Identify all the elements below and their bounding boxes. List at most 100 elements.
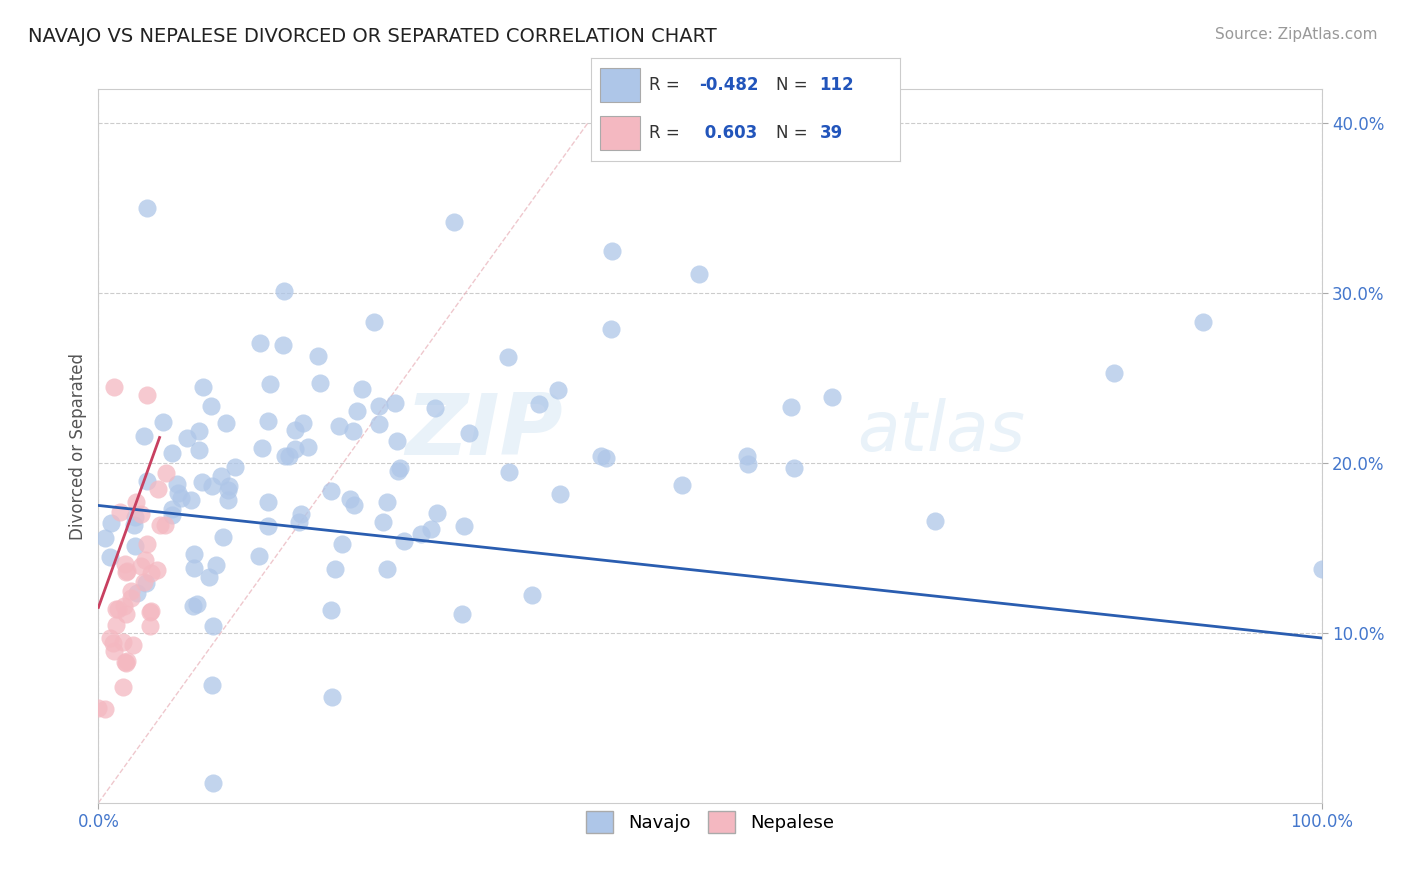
Point <box>290 508 312 522</box>
Point <box>589 449 612 463</box>
Point <box>547 383 569 397</box>
Point <box>217 483 239 498</box>
Point <box>522 588 544 602</box>
Point <box>737 457 759 471</box>
Point <box>328 419 350 434</box>
Point <box>319 603 342 617</box>
Point <box>271 338 294 352</box>
Text: N =: N = <box>776 76 813 95</box>
Point <box>256 494 278 508</box>
Point <box>688 267 710 281</box>
Text: 39: 39 <box>820 124 842 142</box>
Point <box>924 514 946 528</box>
Point <box>108 504 131 518</box>
Point <box>141 566 163 580</box>
Point <box>146 563 169 577</box>
Point <box>373 515 395 529</box>
Point <box>325 562 347 576</box>
Point <box>548 487 571 501</box>
Point <box>212 530 235 544</box>
Point <box>342 425 364 439</box>
Point <box>114 655 136 669</box>
Point <box>103 643 125 657</box>
Point <box>201 678 224 692</box>
Point <box>595 451 617 466</box>
Point <box>87 701 110 715</box>
Point <box>183 547 205 561</box>
Point <box>496 350 519 364</box>
Point <box>114 657 136 671</box>
Point <box>166 477 188 491</box>
Text: 0.603: 0.603 <box>699 124 756 142</box>
Point <box>141 604 163 618</box>
Point <box>783 461 806 475</box>
Point <box>112 599 135 613</box>
Point <box>152 415 174 429</box>
Point <box>187 424 209 438</box>
Point <box>291 416 314 430</box>
Point <box>1102 367 1125 381</box>
Point <box>112 635 135 649</box>
Point <box>388 461 411 475</box>
Point <box>134 552 156 566</box>
Point <box>155 466 177 480</box>
Point <box>217 492 239 507</box>
Point <box>127 586 149 600</box>
Point <box>273 284 295 298</box>
Point <box>136 537 159 551</box>
Point <box>671 478 693 492</box>
Point <box>186 597 208 611</box>
Text: NAVAJO VS NEPALESE DIVORCED OR SEPARATED CORRELATION CHART: NAVAJO VS NEPALESE DIVORCED OR SEPARATED… <box>28 27 717 45</box>
Point <box>124 540 146 554</box>
Point <box>138 619 160 633</box>
Point <box>218 479 240 493</box>
Point <box>392 533 415 548</box>
Point <box>100 516 122 530</box>
Point <box>321 690 343 704</box>
Point <box>273 449 295 463</box>
Point <box>1310 562 1333 576</box>
Point <box>384 396 406 410</box>
Text: -0.482: -0.482 <box>699 76 758 95</box>
Point <box>103 379 125 393</box>
Text: atlas: atlas <box>856 398 1025 466</box>
Point <box>129 507 152 521</box>
Point <box>98 550 121 565</box>
Point <box>124 510 146 524</box>
Point <box>821 391 844 405</box>
Point <box>259 376 281 391</box>
Point <box>191 475 214 490</box>
Point <box>146 482 169 496</box>
Point <box>600 322 623 336</box>
Point <box>153 518 176 533</box>
Point <box>309 376 332 391</box>
Point <box>367 399 389 413</box>
Point <box>330 537 353 551</box>
Point <box>181 599 204 614</box>
Point <box>120 591 142 605</box>
Point <box>600 244 623 258</box>
Point <box>350 382 373 396</box>
Point <box>1192 315 1215 329</box>
Point <box>160 446 183 460</box>
Point <box>249 336 271 351</box>
Point <box>115 654 138 668</box>
Point <box>132 428 155 442</box>
Point <box>160 502 183 516</box>
Point <box>453 519 475 533</box>
Point <box>198 570 221 584</box>
Point <box>215 416 238 430</box>
Point <box>735 449 758 463</box>
Text: R =: R = <box>650 76 685 95</box>
Point <box>129 558 152 573</box>
Point <box>114 558 136 572</box>
Point <box>339 492 361 507</box>
Point <box>187 442 209 457</box>
Point <box>107 602 129 616</box>
Point <box>166 485 188 500</box>
Point <box>120 583 142 598</box>
Point <box>134 575 156 590</box>
Point <box>105 617 128 632</box>
Text: Source: ZipAtlas.com: Source: ZipAtlas.com <box>1215 27 1378 42</box>
Point <box>98 631 121 645</box>
